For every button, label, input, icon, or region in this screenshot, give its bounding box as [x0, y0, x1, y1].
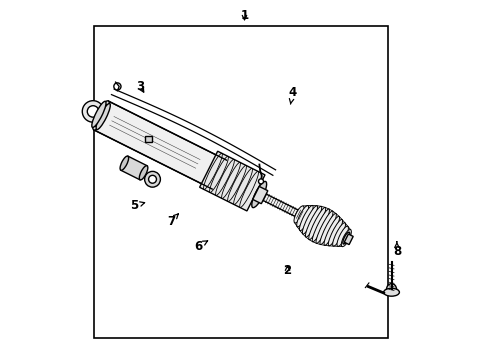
- Polygon shape: [94, 101, 226, 189]
- Text: 7: 7: [166, 214, 178, 228]
- Ellipse shape: [94, 104, 108, 126]
- Ellipse shape: [315, 211, 332, 243]
- Text: 6: 6: [193, 240, 207, 253]
- Text: 2: 2: [283, 264, 291, 277]
- Circle shape: [114, 83, 121, 90]
- Polygon shape: [254, 190, 306, 221]
- Text: 8: 8: [392, 242, 400, 257]
- Polygon shape: [252, 186, 267, 204]
- Circle shape: [87, 106, 99, 117]
- Ellipse shape: [341, 230, 351, 247]
- Ellipse shape: [308, 207, 325, 240]
- Text: 3: 3: [136, 80, 144, 93]
- Polygon shape: [121, 156, 147, 180]
- Circle shape: [258, 179, 263, 184]
- Ellipse shape: [312, 209, 329, 242]
- Ellipse shape: [92, 101, 106, 127]
- Ellipse shape: [139, 166, 147, 180]
- Bar: [94, 26, 387, 338]
- Polygon shape: [344, 234, 352, 244]
- Ellipse shape: [95, 108, 106, 123]
- Ellipse shape: [386, 284, 396, 295]
- Circle shape: [148, 175, 156, 183]
- Ellipse shape: [92, 101, 109, 130]
- Circle shape: [82, 101, 103, 122]
- Text: 1: 1: [240, 9, 248, 22]
- Ellipse shape: [342, 232, 349, 244]
- Text: 5: 5: [130, 199, 144, 212]
- Ellipse shape: [319, 213, 336, 244]
- Ellipse shape: [327, 219, 342, 246]
- Ellipse shape: [299, 206, 312, 231]
- Ellipse shape: [332, 223, 345, 246]
- Ellipse shape: [293, 206, 304, 223]
- Ellipse shape: [251, 181, 266, 208]
- Polygon shape: [199, 151, 264, 211]
- Ellipse shape: [302, 206, 317, 234]
- Ellipse shape: [120, 156, 128, 170]
- Ellipse shape: [96, 103, 110, 130]
- Ellipse shape: [324, 216, 339, 246]
- Circle shape: [144, 171, 160, 187]
- Ellipse shape: [336, 226, 348, 247]
- Bar: [145, 136, 151, 142]
- Ellipse shape: [296, 206, 308, 227]
- Text: 4: 4: [288, 86, 296, 104]
- Ellipse shape: [383, 288, 399, 296]
- Ellipse shape: [305, 206, 321, 237]
